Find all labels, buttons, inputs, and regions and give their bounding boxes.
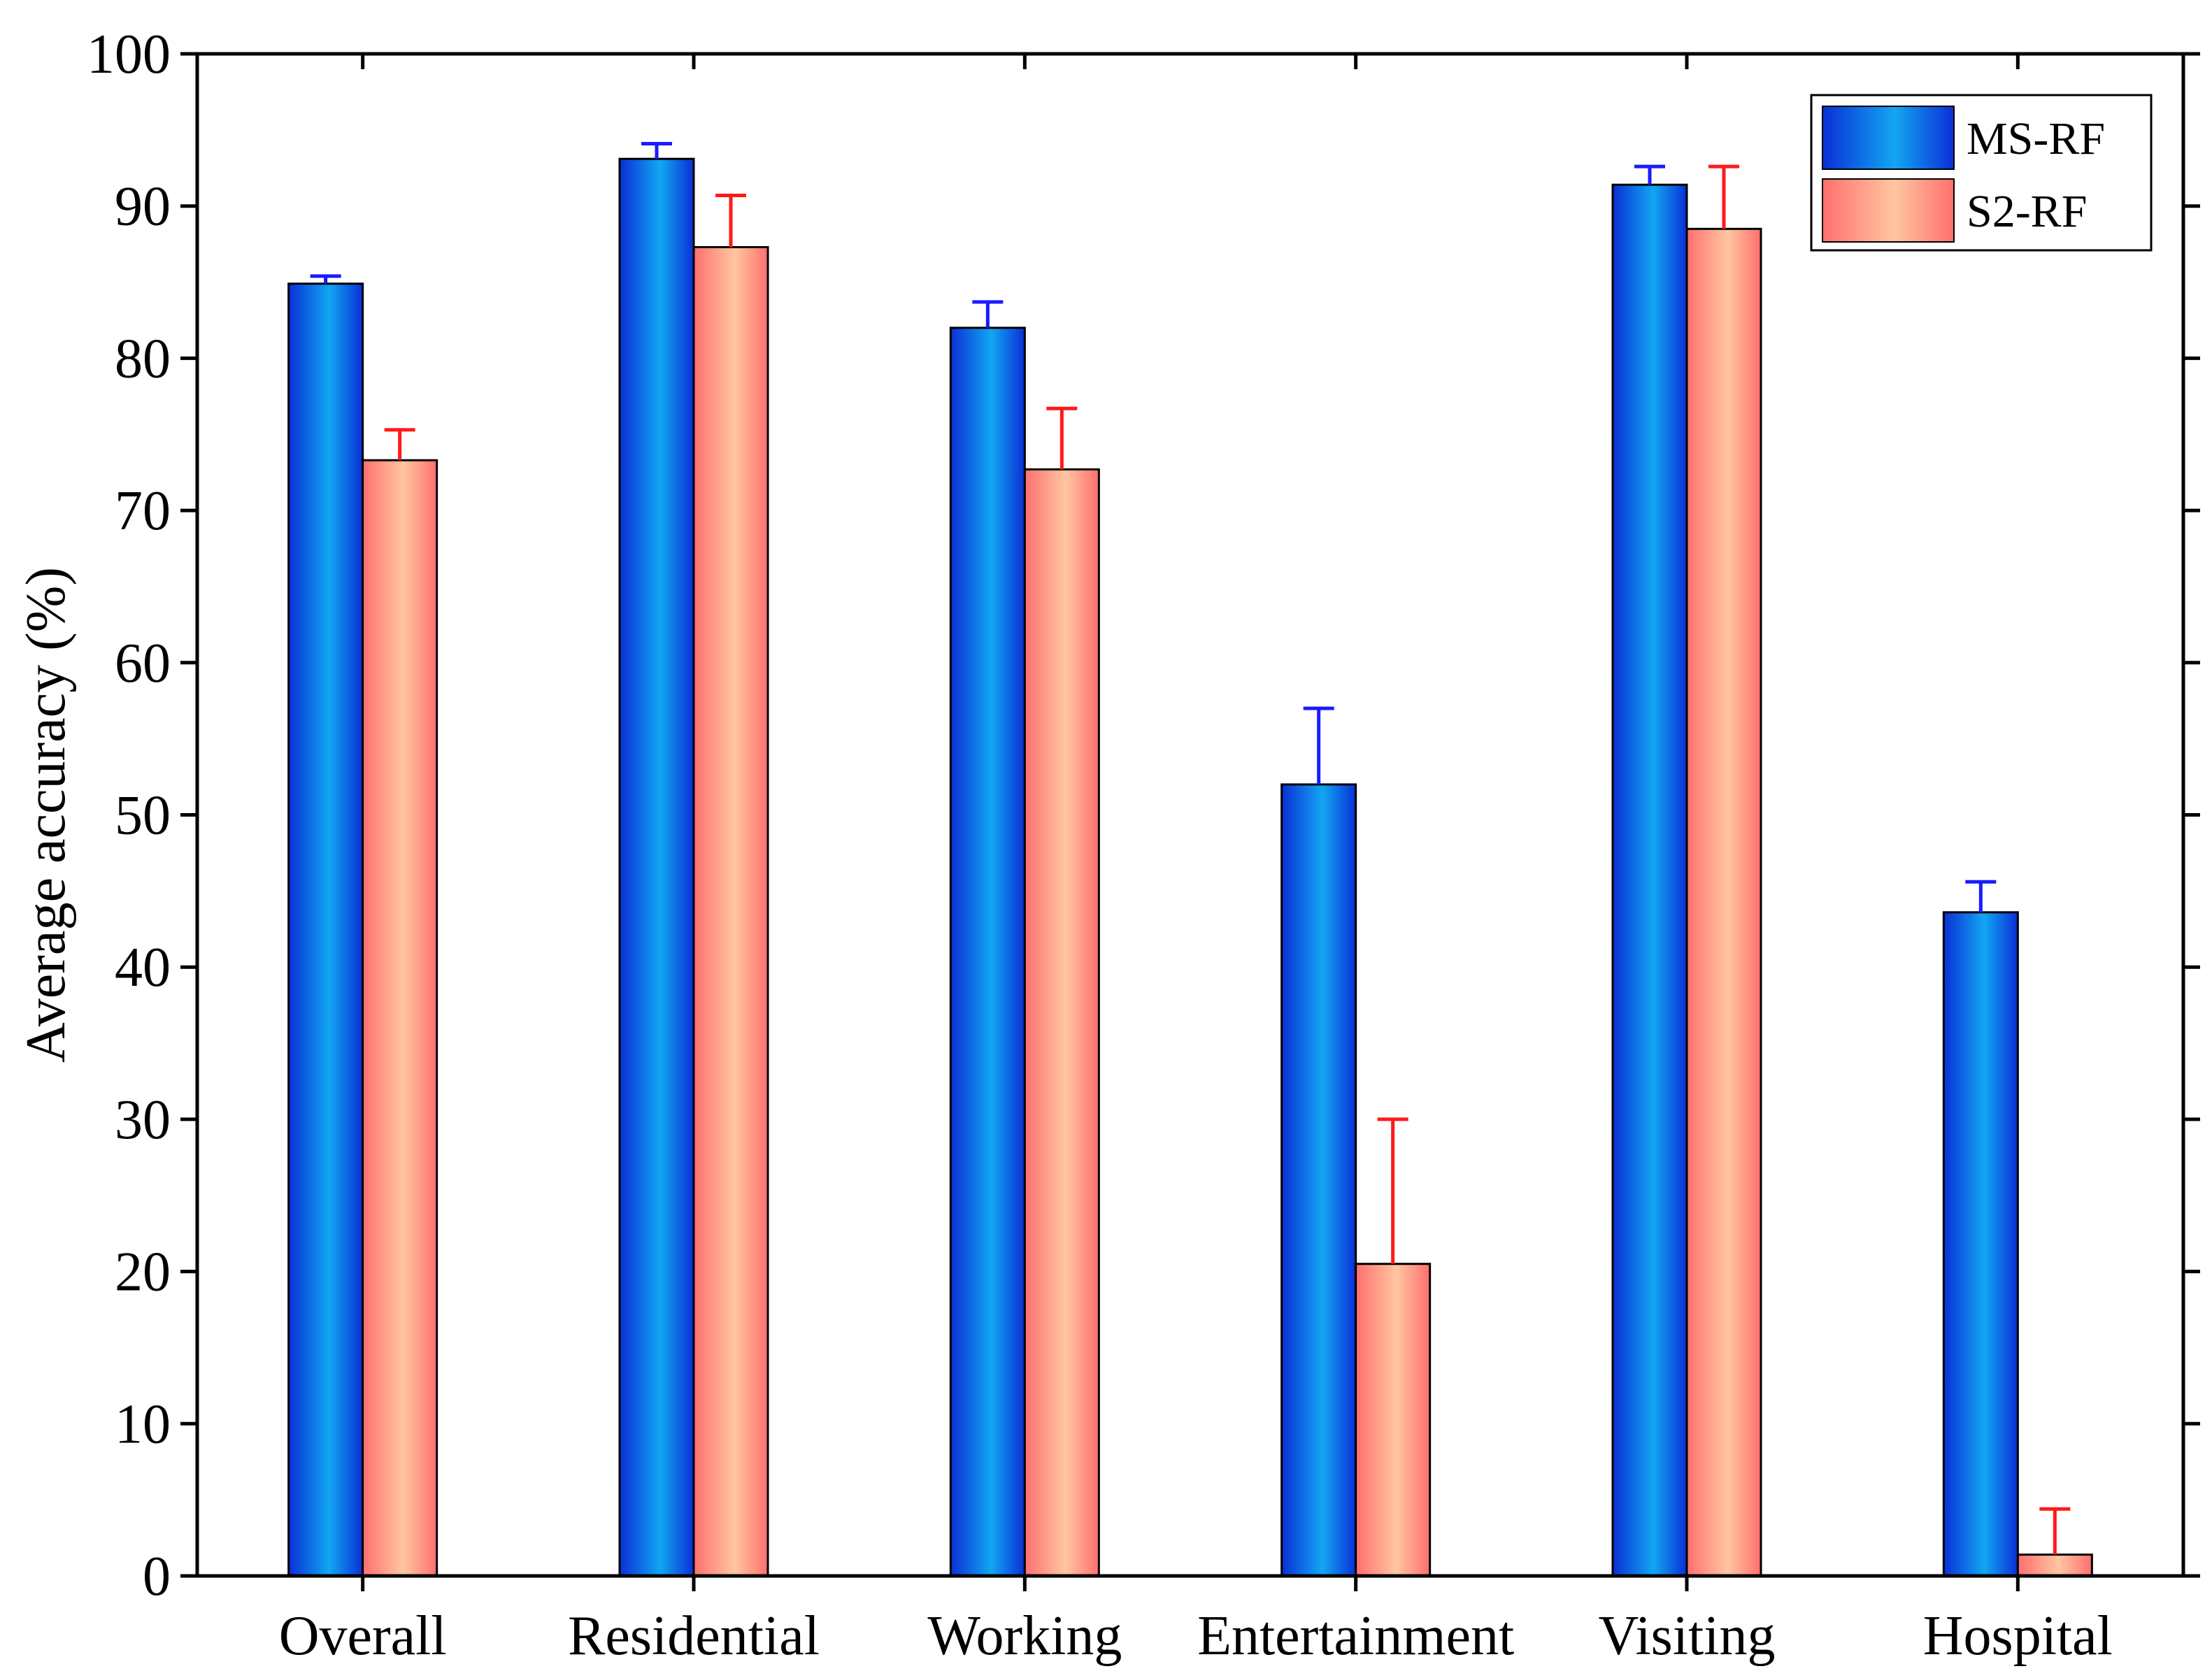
legend-swatch-ms-rf xyxy=(1822,106,1955,170)
bar-s2-rf-entertainment xyxy=(1355,1263,1432,1577)
x-tick-label-entertainment: Entertainment xyxy=(1197,1605,1514,1667)
y-tick-label-10: 10 xyxy=(115,1393,171,1455)
y-axis-title: Average accuracy (%) xyxy=(15,567,77,1063)
bar-ms-rf-hospital xyxy=(1942,911,2019,1577)
y-tick-label-40: 40 xyxy=(115,937,171,998)
legend-swatch-s2-rf xyxy=(1822,178,1955,243)
bar-ms-rf-overall xyxy=(287,282,364,1577)
y-tick-label-70: 70 xyxy=(115,480,171,542)
error-bar-s2-rf-entertainment xyxy=(1377,1117,1408,1264)
y-tick-label-60: 60 xyxy=(115,633,171,694)
error-bar-ms-rf-working xyxy=(972,300,1004,328)
x-tick-label-hospital: Hospital xyxy=(1923,1605,2113,1667)
error-bar-s2-rf-residential xyxy=(715,193,746,248)
error-bar-s2-rf-visiting xyxy=(1708,164,1739,229)
bar-ms-rf-working xyxy=(949,327,1026,1577)
x-tick-label-visiting: Visiting xyxy=(1598,1605,1775,1667)
y-tick-label-50: 50 xyxy=(115,785,171,847)
y-tick-label-80: 80 xyxy=(115,328,171,389)
error-bar-ms-rf-entertainment xyxy=(1303,706,1334,784)
error-bar-ms-rf-hospital xyxy=(1965,880,1997,912)
error-bar-s2-rf-hospital xyxy=(2039,1507,2071,1555)
bar-ms-rf-residential xyxy=(618,157,695,1577)
legend: MS-RF S2-RF xyxy=(1810,94,2153,252)
legend-label-s2-rf: S2-RF xyxy=(1967,186,2087,237)
error-bar-ms-rf-overall xyxy=(310,274,341,284)
bar-s2-rf-overall xyxy=(362,459,438,1577)
y-tick-label-30: 30 xyxy=(115,1089,171,1151)
error-bar-ms-rf-visiting xyxy=(1634,164,1665,185)
legend-label-ms-rf: MS-RF xyxy=(1967,113,2105,164)
x-tick-label-residential: Residential xyxy=(568,1605,820,1667)
bar-s2-rf-visiting xyxy=(1685,227,1762,1577)
y-tick-label-100: 100 xyxy=(87,24,171,85)
ticks-layer: Overall Residential Working Entertainment Vi… xyxy=(87,24,2200,1667)
x-tick-label-working: Working xyxy=(927,1605,1122,1667)
y-tick-label-0: 0 xyxy=(143,1546,171,1607)
y-tick-label-20: 20 xyxy=(115,1242,171,1303)
plot-frame xyxy=(195,52,2185,1578)
error-bar-ms-rf-residential xyxy=(641,141,672,159)
bar-s2-rf-hospital xyxy=(2016,1554,2093,1577)
bar-s2-rf-working xyxy=(1023,468,1100,1577)
error-bar-s2-rf-working xyxy=(1046,406,1078,470)
error-bars-layer xyxy=(310,141,2071,1555)
x-tick-label-overall: Overall xyxy=(279,1605,447,1667)
bar-ms-rf-visiting xyxy=(1611,183,1688,1577)
bars-layer xyxy=(287,157,2093,1577)
error-bar-s2-rf-overall xyxy=(384,428,415,461)
bar-ms-rf-entertainment xyxy=(1280,783,1357,1577)
y-tick-label-90: 90 xyxy=(115,176,171,238)
bar-s2-rf-residential xyxy=(692,245,769,1577)
